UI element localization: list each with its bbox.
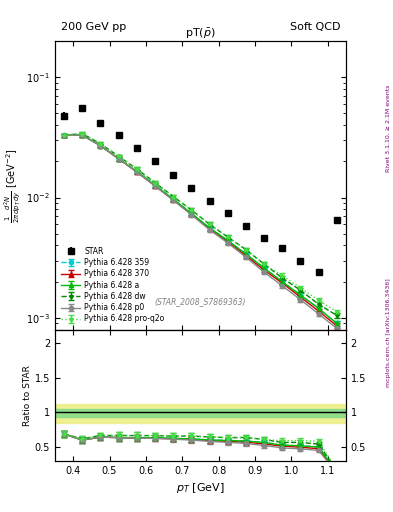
Title: pT($\bar{p}$): pT($\bar{p}$) [185, 27, 216, 41]
Bar [55, 404, 346, 423]
Y-axis label: Ratio to STAR: Ratio to STAR [23, 365, 32, 425]
Text: Rivet 3.1.10, ≥ 2.1M events: Rivet 3.1.10, ≥ 2.1M events [386, 84, 391, 172]
Text: Soft QCD: Soft QCD [290, 23, 340, 32]
Text: mcplots.cern.ch [arXiv:1306.3436]: mcplots.cern.ch [arXiv:1306.3436] [386, 279, 391, 387]
Y-axis label: $\frac{1}{2\pi}\frac{d^2N}{dp_T\,dy}$ [GeV$^{-2}$]: $\frac{1}{2\pi}\frac{d^2N}{dp_T\,dy}$ [G… [3, 148, 24, 223]
X-axis label: $p_T$ [GeV]: $p_T$ [GeV] [176, 481, 225, 495]
Bar [55, 409, 346, 417]
Legend: STAR, Pythia 6.428 359, Pythia 6.428 370, Pythia 6.428 a, Pythia 6.428 dw, Pythi: STAR, Pythia 6.428 359, Pythia 6.428 370… [59, 244, 167, 326]
Text: 200 GeV pp: 200 GeV pp [61, 23, 126, 32]
Text: (STAR_2008_S7869363): (STAR_2008_S7869363) [155, 297, 246, 307]
